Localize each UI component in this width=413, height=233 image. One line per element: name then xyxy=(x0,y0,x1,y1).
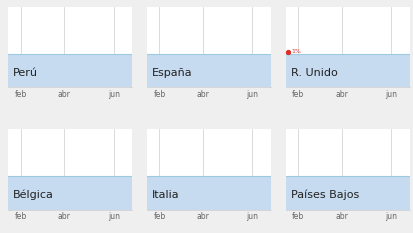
Text: Italia: Italia xyxy=(152,190,179,200)
Text: Bélgica: Bélgica xyxy=(13,190,54,200)
Text: 1%: 1% xyxy=(291,49,301,54)
Text: R. Unido: R. Unido xyxy=(290,68,337,78)
Text: Países Bajos: Países Bajos xyxy=(290,190,358,200)
Text: Perú: Perú xyxy=(13,68,38,78)
Text: España: España xyxy=(152,68,192,78)
